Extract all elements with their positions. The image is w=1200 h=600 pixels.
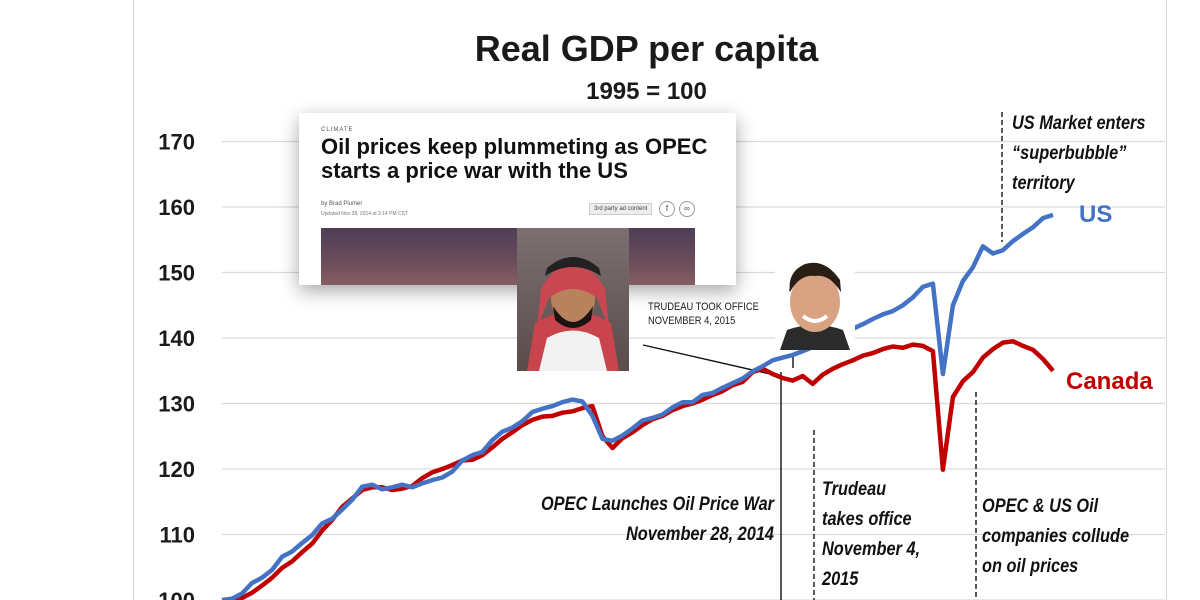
chart-subtitle: 1995 = 100 <box>586 78 707 105</box>
right-frame-border <box>1166 0 1167 600</box>
annotation-line: November 28, 2014 <box>625 524 774 545</box>
facebook-icon: f <box>659 201 675 217</box>
y-tick-label: 150 <box>158 261 195 286</box>
y-tick-label: 170 <box>158 130 195 155</box>
annotation-line: OPEC Launches Oil Price War <box>540 494 774 515</box>
caption-line: TRUDEAU TOOK OFFICE <box>648 301 759 313</box>
annotation-line: 2015 <box>822 569 859 590</box>
annotation-opec-price-war: OPEC Launches Oil Price War November 28,… <box>541 490 774 550</box>
news-hero-image <box>321 228 695 285</box>
annotation-superbubble: US Market enters “superbubble” territory <box>1012 109 1146 199</box>
annotation-opec-collude: OPEC & US Oil companies collude on oil p… <box>982 492 1129 582</box>
y-tick-label: 140 <box>158 326 195 351</box>
news-updated: Updated Nov 28, 2014 at 3:14 PM CST <box>321 211 408 217</box>
trudeau-portrait <box>775 252 855 350</box>
news-headline: Oil prices keep plummeting as OPEC start… <box>321 134 708 183</box>
annotation-line: companies collude <box>982 526 1130 547</box>
news-byline: by Brad Plumer <box>321 201 363 207</box>
annotation-trudeau-office: Trudeau takes office November 4, 2015 <box>822 475 920 595</box>
annotation-line: “superbubble” <box>1012 143 1127 164</box>
y-tick-label: 160 <box>158 195 195 220</box>
ad-badge: 3rd party ad content <box>589 203 653 215</box>
annotation-line: takes office <box>822 509 912 530</box>
annotation-line: territory <box>1012 173 1075 194</box>
news-kicker: CLIMATE <box>321 127 354 133</box>
series-lines <box>221 212 1055 600</box>
annotation-line: US Market enters <box>1012 113 1146 134</box>
link-icon: ∞ <box>679 201 695 217</box>
annotation-line: on oil prices <box>982 556 1079 577</box>
mbs-portrait <box>517 228 629 371</box>
y-tick-label: 130 <box>158 392 195 417</box>
annotation-line: OPEC & US Oil <box>982 496 1099 517</box>
y-tick-label: 100 <box>158 588 195 600</box>
annotation-line: Trudeau <box>822 479 887 500</box>
caption-pointer-line <box>642 344 771 375</box>
annotation-line: November 4, <box>822 539 921 560</box>
left-frame-border <box>133 0 134 600</box>
event-markers <box>642 112 1003 600</box>
series-label-us: US <box>1079 201 1112 228</box>
trudeau-photo-caption: TRUDEAU TOOK OFFICE NOVEMBER 4, 2015 <box>648 300 759 328</box>
y-axis-ticks: 100 110 120 130 140 150 160 170 <box>158 130 195 600</box>
series-line-canada <box>222 339 1055 600</box>
y-tick-label: 120 <box>158 457 195 482</box>
series-line-us <box>221 212 1054 600</box>
caption-line: NOVEMBER 4, 2015 <box>648 315 736 327</box>
chart-title: Real GDP per capita <box>474 28 819 69</box>
y-tick-label: 110 <box>160 523 196 548</box>
series-label-canada: Canada <box>1066 368 1153 395</box>
